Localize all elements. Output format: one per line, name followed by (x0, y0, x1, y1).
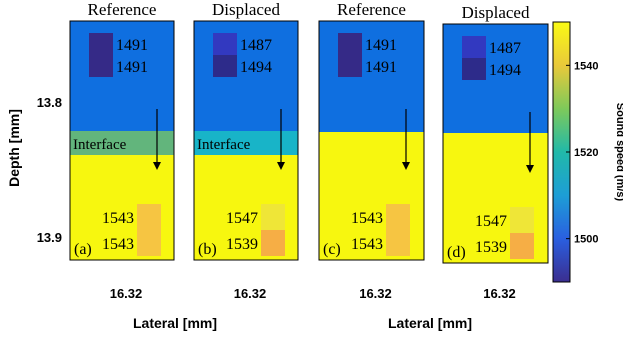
panel-2: Displaced Interface 1487 1494 1547 1539 (b) 16.… (193, 0, 299, 301)
panel-frame (193, 20, 299, 261)
colorbar-tick-label: 1500 (574, 234, 598, 246)
top-sample-value: 1494 (489, 62, 521, 79)
bottom-sample-pixel (261, 230, 285, 256)
panel-title: Reference (337, 0, 406, 19)
panel-4: Displaced 1487 1494 1547 1539 (d) 16.32 (442, 3, 549, 301)
x-tick-label: 16.32 (359, 286, 392, 301)
panel-frame (69, 20, 175, 261)
panel-tag: (a) (74, 241, 92, 258)
panels: Reference Interface 1491 1491 1543 1543 (a) 16.… (69, 0, 549, 301)
top-sample-pixel (213, 55, 237, 77)
panel-tag: (d) (447, 244, 466, 261)
top-sample-value: 1494 (240, 59, 272, 76)
y-tick-13-9: 13.9 (37, 230, 62, 245)
panel-tag: (b) (198, 241, 217, 258)
x-tick-label: 16.32 (234, 286, 267, 301)
colorbar-tick-label: 1540 (574, 60, 598, 72)
y-tick-13-8: 13.8 (37, 95, 62, 110)
panel-frame (442, 23, 549, 264)
top-sample-pixel (462, 58, 486, 80)
axes: Depth [mm] 13.8 13.9 Lateral [mm] Latera… (6, 95, 472, 331)
panel-3: Reference 1491 1491 1543 1543 (c) 16.32 (318, 0, 425, 301)
top-sample-value: 1491 (365, 37, 397, 54)
top-sample-pixel (89, 55, 113, 77)
bottom-sample-pixel (510, 207, 534, 233)
top-sample-pixel (338, 33, 362, 55)
bottom-sample-value: 1543 (102, 210, 134, 227)
panel-frame (318, 20, 425, 261)
panel-title: Reference (88, 0, 157, 19)
top-sample-value: 1491 (365, 59, 397, 76)
interface-label: Interface (73, 137, 127, 153)
bottom-sample-pixel (261, 204, 285, 230)
bottom-sample-value: 1543 (102, 236, 134, 253)
bottom-sample-value: 1543 (351, 210, 383, 227)
bottom-sample-pixel (386, 204, 410, 230)
x-tick-label: 16.32 (110, 286, 143, 301)
top-sample-pixel (338, 55, 362, 77)
top-sample-pixel (89, 33, 113, 55)
y-axis-label: Depth [mm] (6, 109, 22, 187)
bottom-sample-value: 1543 (351, 236, 383, 253)
bottom-sample-value: 1539 (475, 239, 507, 256)
colorbar: 1500 1520 1540 Sound speed (m/s) (552, 21, 623, 283)
bottom-sample-pixel (137, 204, 161, 230)
panel-title: Displaced (212, 0, 280, 19)
panel-title: Displaced (462, 3, 530, 22)
interface-label: Interface (197, 137, 251, 153)
x-tick-label: 16.32 (483, 286, 516, 301)
colorbar-tick-label: 1520 (574, 147, 598, 159)
top-sample-pixel (462, 36, 486, 58)
x-axis-label-right: Lateral [mm] (388, 315, 472, 331)
x-axis-label-left: Lateral [mm] (133, 315, 217, 331)
bottom-sample-pixel (137, 230, 161, 256)
top-sample-value: 1487 (489, 40, 521, 57)
bottom-sample-pixel (386, 230, 410, 256)
colorbar-label: Sound speed (m/s) (614, 103, 623, 202)
bottom-sample-value: 1539 (226, 236, 258, 253)
bottom-sample-value: 1547 (226, 210, 258, 227)
panel-tag: (c) (323, 241, 341, 258)
top-sample-pixel (213, 33, 237, 55)
top-sample-value: 1491 (116, 59, 148, 76)
top-sample-value: 1487 (240, 37, 272, 54)
panel-1: Reference Interface 1491 1491 1543 1543 (a) 16.… (69, 0, 175, 301)
bottom-sample-pixel (510, 233, 534, 259)
bottom-sample-value: 1547 (475, 213, 507, 230)
top-sample-value: 1491 (116, 37, 148, 54)
